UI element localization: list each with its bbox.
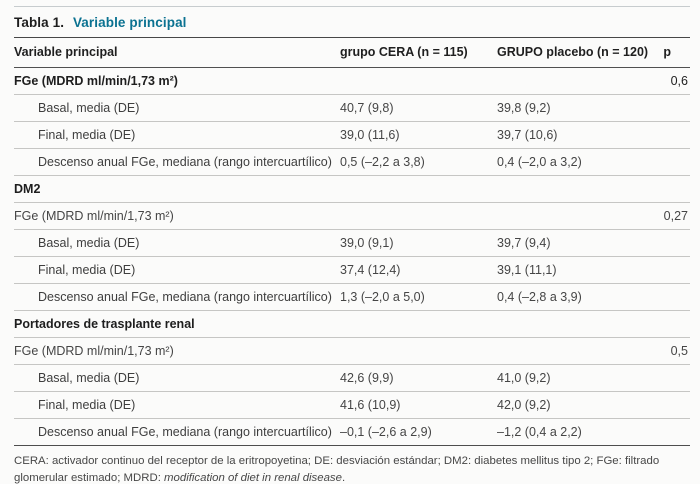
table-row: Basal, media (DE) 39,0 (9,1) 39,7 (9,4) [14, 229, 690, 257]
row-label: Basal, media (DE) [14, 229, 340, 257]
table-row: Descenso anual FGe, mediana (rango inter… [14, 283, 690, 311]
p-value [660, 418, 690, 446]
table-row: FGe (MDRD ml/min/1,73 m²) 0,27 [14, 202, 690, 230]
placebo-value: 41,0 (9,2) [497, 364, 660, 392]
footnote-italic-term: modification of diet in renal disease [164, 471, 342, 484]
cera-value: 42,6 (9,9) [340, 364, 497, 392]
p-value [660, 283, 690, 311]
cera-value [340, 67, 497, 95]
table-row: Final, media (DE) 41,6 (10,9) 42,0 (9,2) [14, 391, 690, 419]
placebo-value [497, 175, 660, 203]
section-row-trasplante: Portadores de trasplante renal [14, 310, 690, 338]
footnote-abbreviations: CERA: activador continuo del receptor de… [14, 455, 660, 484]
cera-value: 0,5 (–2,2 a 3,8) [340, 148, 497, 176]
cera-value [340, 175, 497, 203]
table-number: Tabla 1. [14, 15, 65, 30]
placebo-value: 0,4 (–2,8 a 3,9) [497, 283, 660, 311]
placebo-value [497, 67, 660, 95]
p-value [660, 310, 690, 338]
row-label: FGe (MDRD ml/min/1,73 m²) [14, 337, 340, 365]
row-label: Basal, media (DE) [14, 94, 340, 122]
placebo-value: 39,7 (10,6) [497, 121, 660, 149]
placebo-value [497, 310, 660, 338]
placebo-value [497, 337, 660, 365]
table-row: FGe (MDRD ml/min/1,73 m²) 0,6 [14, 67, 690, 95]
row-label: Descenso anual FGe, mediana (rango inter… [14, 418, 340, 446]
cera-value: 39,0 (11,6) [340, 121, 497, 149]
placebo-value: 39,8 (9,2) [497, 94, 660, 122]
header-variable: Variable principal [14, 38, 340, 68]
p-value: 0,6 [660, 67, 690, 95]
cera-value: 39,0 (9,1) [340, 229, 497, 257]
cera-value: 1,3 (–2,0 a 5,0) [340, 283, 497, 311]
p-value [660, 229, 690, 257]
header-placebo: GRUPO placebo (n = 120) [497, 38, 660, 68]
row-label: Final, media (DE) [14, 391, 340, 419]
row-label: FGe (MDRD ml/min/1,73 m²) [14, 202, 340, 230]
table-1-card: Tabla 1. Variable principal Variable pri… [14, 6, 690, 484]
p-value [660, 94, 690, 122]
table-name: Variable principal [72, 15, 187, 30]
cera-value [340, 337, 497, 365]
p-value [660, 364, 690, 392]
row-label: Descenso anual FGe, mediana (rango inter… [14, 148, 340, 176]
placebo-value: 39,1 (11,1) [497, 256, 660, 284]
p-value: 0,5 [660, 337, 690, 365]
table-row: FGe (MDRD ml/min/1,73 m²) 0,5 [14, 337, 690, 365]
table-row: Final, media (DE) 37,4 (12,4) 39,1 (11,1… [14, 256, 690, 284]
row-label: Descenso anual FGe, mediana (rango inter… [14, 283, 340, 311]
table-footnote: CERA: activador continuo del receptor de… [14, 446, 690, 484]
cera-value: –0,1 (–2,6 a 2,9) [340, 418, 497, 446]
table-row: Final, media (DE) 39,0 (11,6) 39,7 (10,6… [14, 121, 690, 149]
p-value [660, 256, 690, 284]
table-title: Tabla 1. Variable principal [14, 7, 690, 38]
cera-value [340, 202, 497, 230]
table-row: Descenso anual FGe, mediana (rango inter… [14, 148, 690, 176]
row-label: Final, media (DE) [14, 121, 340, 149]
row-label: Final, media (DE) [14, 256, 340, 284]
header-row: Variable principal grupo CERA (n = 115) … [14, 38, 690, 68]
p-value [660, 148, 690, 176]
table-row: Basal, media (DE) 42,6 (9,9) 41,0 (9,2) [14, 364, 690, 392]
variable-principal-table: Variable principal grupo CERA (n = 115) … [14, 38, 690, 446]
cera-value: 37,4 (12,4) [340, 256, 497, 284]
cera-value: 41,6 (10,9) [340, 391, 497, 419]
section-row-dm2: DM2 [14, 175, 690, 203]
header-cera: grupo CERA (n = 115) [340, 38, 497, 68]
p-value [660, 121, 690, 149]
placebo-value: –1,2 (0,4 a 2,2) [497, 418, 660, 446]
row-label: Portadores de trasplante renal [14, 310, 340, 338]
row-label: FGe (MDRD ml/min/1,73 m²) [14, 67, 340, 95]
placebo-value: 39,7 (9,4) [497, 229, 660, 257]
cera-value: 40,7 (9,8) [340, 94, 497, 122]
p-value: 0,27 [660, 202, 690, 230]
p-value [660, 391, 690, 419]
row-label: DM2 [14, 175, 340, 203]
p-value [660, 175, 690, 203]
footnote-period: . [341, 471, 346, 484]
header-p: p [660, 38, 690, 68]
cera-value [340, 310, 497, 338]
placebo-value [497, 202, 660, 230]
table-row: Descenso anual FGe, mediana (rango inter… [14, 418, 690, 446]
table-row: Basal, media (DE) 40,7 (9,8) 39,8 (9,2) [14, 94, 690, 122]
placebo-value: 0,4 (–2,0 a 3,2) [497, 148, 660, 176]
placebo-value: 42,0 (9,2) [497, 391, 660, 419]
row-label: Basal, media (DE) [14, 364, 340, 392]
